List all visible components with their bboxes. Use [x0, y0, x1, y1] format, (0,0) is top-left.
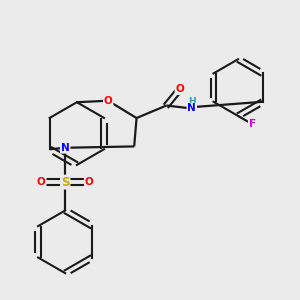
Text: N: N: [188, 103, 196, 113]
Text: O: O: [104, 96, 112, 106]
Text: O: O: [37, 177, 46, 187]
Text: O: O: [85, 177, 94, 187]
Text: F: F: [249, 119, 256, 129]
Text: N: N: [61, 143, 70, 153]
Text: S: S: [61, 176, 70, 189]
Text: H: H: [188, 98, 196, 106]
Text: O: O: [176, 84, 184, 94]
